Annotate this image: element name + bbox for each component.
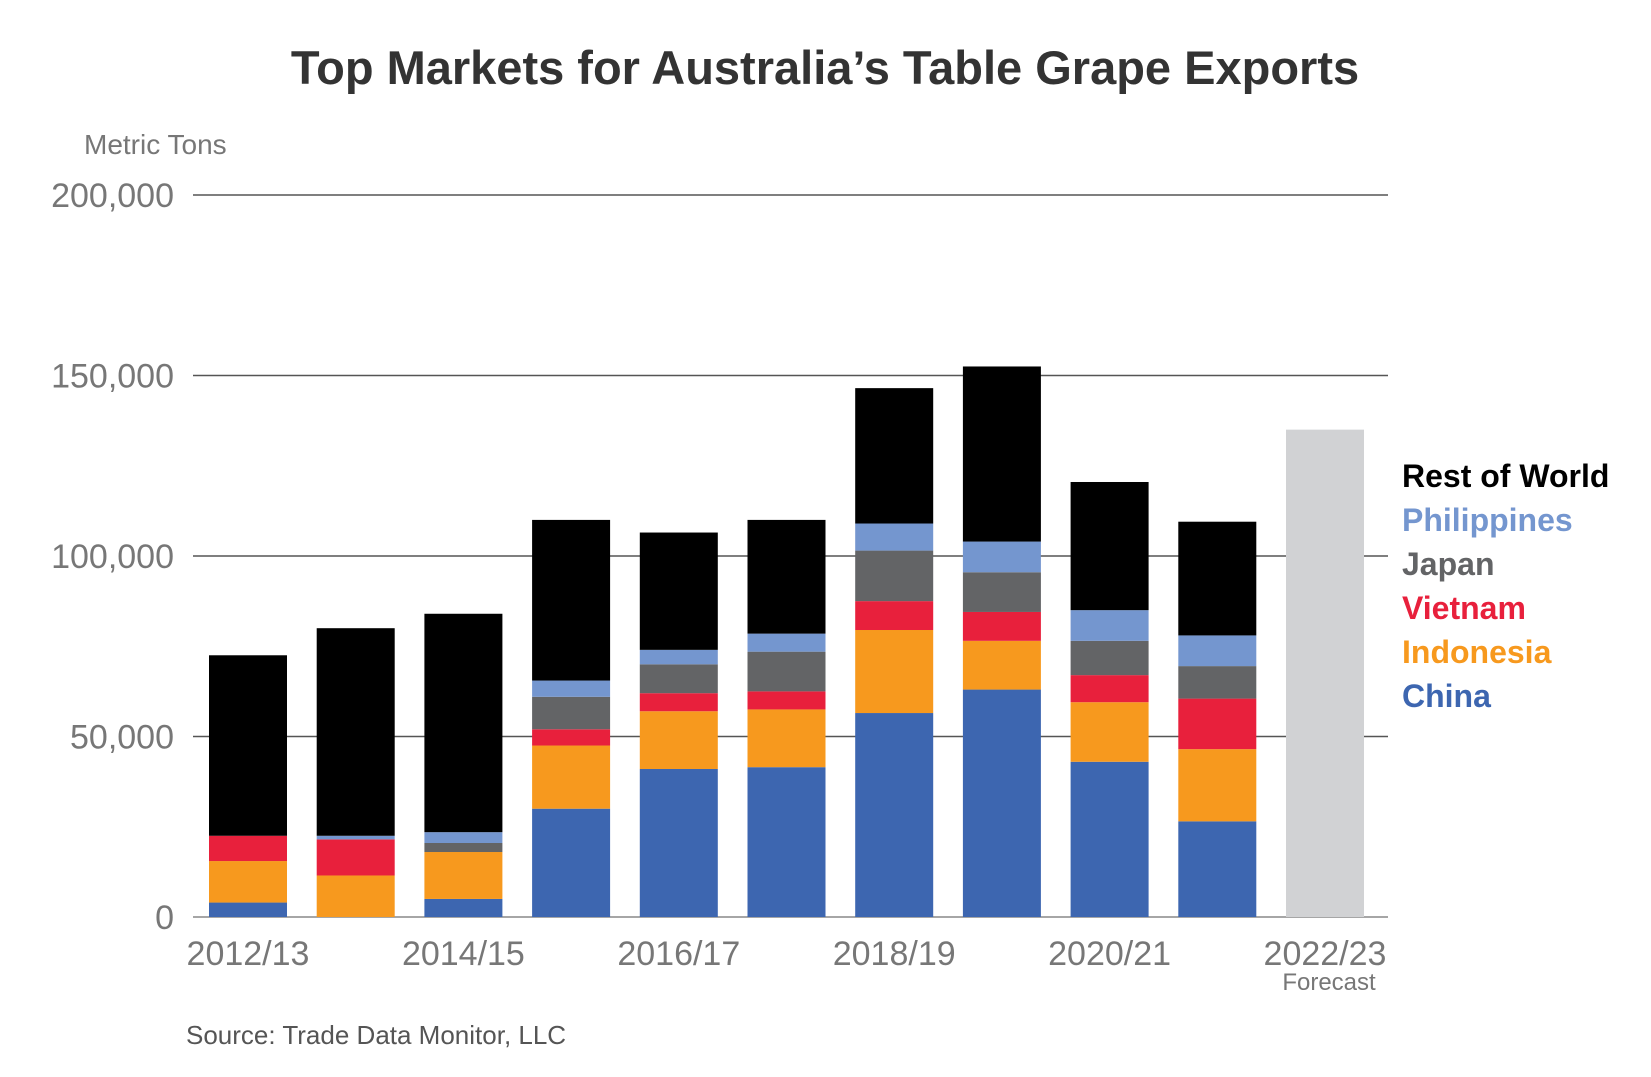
bar-rest-of-world-2012-13 — [209, 655, 287, 836]
bar-japan-2017-18 — [747, 651, 826, 692]
bar-indonesia-2016-17 — [639, 711, 718, 769]
bar-china-2019-20 — [962, 689, 1041, 917]
bar-vietnam-2018-19 — [855, 601, 934, 631]
bar-vietnam-2016-17 — [639, 693, 718, 712]
legend-entry-rest-of-world: Rest of World — [1402, 458, 1609, 494]
bar-vietnam-2019-20 — [962, 611, 1041, 641]
y-tick-label-200000: 200,000 — [51, 177, 174, 215]
bar-japan-2016-17 — [639, 664, 718, 694]
bar-japan-2018-19 — [855, 550, 934, 602]
bar-vietnam-2021-22 — [1178, 698, 1257, 750]
bar-indonesia-2017-18 — [747, 709, 826, 768]
bar-rest-of-world-2014-15 — [424, 613, 503, 833]
bar-stacks — [209, 366, 1364, 917]
y-tick-label-0: 0 — [155, 899, 174, 937]
bar-philippines-2014-15 — [424, 832, 503, 843]
bar-japan-2015-16 — [532, 696, 611, 730]
bar-rest-of-world-2015-16 — [532, 519, 611, 681]
bar-china-2016-17 — [639, 768, 718, 917]
legend: Rest of World Philippines Japan Vietnam Indo… — [1402, 458, 1609, 714]
x-tick-label-2014-15: 2014/15 — [402, 935, 525, 973]
y-axis-ticks: 0 50,000 100,000 150,000 200,000 — [51, 177, 174, 937]
bar-china-2012-13 — [209, 902, 287, 917]
bar-rest-of-world-2020-21 — [1070, 481, 1149, 611]
legend-entry-china: China — [1402, 678, 1491, 714]
y-tick-label-50000: 50,000 — [70, 719, 174, 757]
bar-indonesia-2018-19 — [855, 630, 934, 714]
bar-indonesia-2015-16 — [532, 745, 611, 809]
y-tick-label-100000: 100,000 — [51, 538, 174, 576]
bar-stack-2014-15 — [424, 613, 503, 917]
bar-china-2021-22 — [1178, 821, 1257, 917]
bar-stack-2022-23 — [1286, 429, 1364, 917]
bar-philippines-2019-20 — [962, 541, 1041, 573]
bar-rest-of-world-2013-14 — [316, 628, 395, 836]
bar-philippines-2015-16 — [532, 680, 611, 697]
bar-japan-2014-15 — [424, 842, 503, 853]
bar-stack-2013-14 — [316, 628, 395, 917]
chart-title: Top Markets for Australia’s Table Grape … — [291, 41, 1359, 94]
bar-forecast-2022-23 — [1286, 429, 1364, 917]
bar-vietnam-2020-21 — [1070, 675, 1149, 703]
bar-stack-2015-16 — [532, 519, 611, 917]
bar-philippines-2020-21 — [1070, 610, 1149, 641]
bar-indonesia-2019-20 — [962, 640, 1041, 690]
y-axis-unit-label: Metric Tons — [84, 129, 227, 160]
bar-stack-2020-21 — [1070, 481, 1149, 917]
x-tick-label-2022-23: 2022/23 — [1264, 935, 1387, 973]
legend-entry-japan: Japan — [1402, 546, 1494, 582]
bar-stack-2019-20 — [962, 366, 1041, 917]
bar-philippines-2018-19 — [855, 523, 934, 551]
source-note: Source: Trade Data Monitor, LLC — [186, 1020, 566, 1050]
bar-philippines-2016-17 — [639, 649, 718, 665]
x-axis-ticks: 2012/13 2014/15 2016/17 2018/19 2020/21 2022/… — [187, 935, 1387, 996]
bar-japan-2019-20 — [962, 572, 1041, 612]
bar-stack-2016-17 — [639, 532, 718, 917]
bar-vietnam-2017-18 — [747, 691, 826, 710]
bar-vietnam-2013-14 — [316, 839, 395, 876]
bar-indonesia-2012-13 — [209, 861, 287, 903]
bar-indonesia-2014-15 — [424, 852, 503, 899]
x-tick-note-forecast: Forecast — [1282, 969, 1376, 996]
bar-vietnam-2012-13 — [209, 835, 287, 862]
bar-china-2020-21 — [1070, 761, 1149, 917]
bar-japan-2021-22 — [1178, 666, 1257, 699]
bar-vietnam-2015-16 — [532, 729, 611, 746]
x-tick-label-2016-17: 2016/17 — [617, 935, 740, 973]
bar-indonesia-2020-21 — [1070, 702, 1149, 762]
bar-rest-of-world-2017-18 — [747, 519, 826, 634]
bar-indonesia-2013-14 — [316, 875, 395, 917]
x-tick-label-2012-13: 2012/13 — [187, 935, 310, 973]
legend-entry-philippines: Philippines — [1402, 502, 1573, 538]
bar-stack-2012-13 — [209, 655, 287, 917]
bar-philippines-2017-18 — [747, 633, 826, 652]
legend-entry-vietnam: Vietnam — [1402, 590, 1526, 626]
bar-china-2018-19 — [855, 713, 934, 917]
bar-stack-2018-19 — [855, 388, 934, 917]
bar-rest-of-world-2016-17 — [639, 532, 718, 650]
bar-stack-2021-22 — [1178, 521, 1257, 917]
y-tick-label-150000: 150,000 — [51, 358, 174, 396]
bar-rest-of-world-2019-20 — [962, 366, 1041, 542]
bar-china-2015-16 — [532, 808, 611, 917]
x-tick-label-2020-21: 2020/21 — [1048, 935, 1171, 973]
x-tick-label-2018-19: 2018/19 — [833, 935, 956, 973]
bar-rest-of-world-2021-22 — [1178, 521, 1257, 636]
bar-philippines-2013-14 — [316, 835, 395, 840]
bar-rest-of-world-2018-19 — [855, 388, 934, 524]
bar-china-2014-15 — [424, 898, 503, 917]
bar-stack-2017-18 — [747, 519, 826, 917]
bar-philippines-2021-22 — [1178, 635, 1257, 667]
bar-china-2017-18 — [747, 767, 826, 917]
bar-indonesia-2021-22 — [1178, 749, 1257, 822]
bar-japan-2020-21 — [1070, 640, 1149, 676]
legend-entry-indonesia: Indonesia — [1402, 634, 1552, 670]
